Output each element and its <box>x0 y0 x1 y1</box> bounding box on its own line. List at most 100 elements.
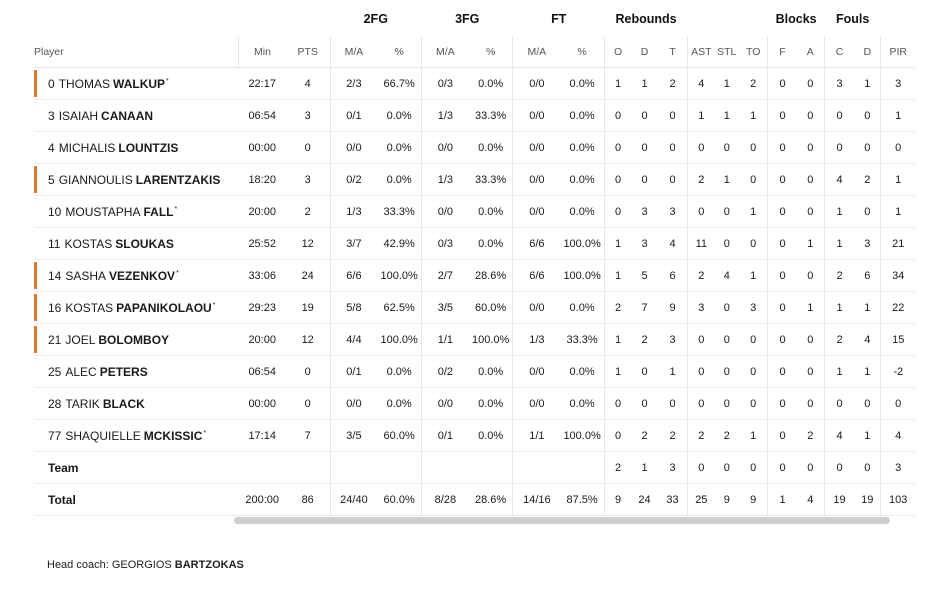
player-cell[interactable]: 0 THOMAS WALKUP* <box>34 67 239 100</box>
stat-o: 2 <box>603 451 632 484</box>
player-first-name: ISAIAH <box>58 108 99 123</box>
stat-o: 1 <box>603 355 632 388</box>
stat-ftp: 0.0% <box>560 67 605 100</box>
player-first-name: JOEL <box>65 332 96 347</box>
column-header-row: Player Min PTS M/A % M/A % M/A % O D T A… <box>34 37 915 68</box>
stat-fd: 1 <box>854 67 881 100</box>
stat-to: 3 <box>739 291 768 324</box>
stat-o: 0 <box>603 387 632 420</box>
stat-to: 0 <box>739 227 768 260</box>
stat-stl: 0 <box>714 131 740 164</box>
player-last-name: VEZENKOV <box>109 268 176 283</box>
stat-d: 0 <box>631 99 658 132</box>
stat-fd: 0 <box>854 451 881 484</box>
stat-fc: 0 <box>823 387 855 420</box>
player-cell[interactable]: 28 TARIK BLACK <box>34 387 239 420</box>
stat-min: 00:00 <box>238 387 286 420</box>
starter-marker <box>34 326 37 353</box>
stat-fg2 <box>329 451 378 484</box>
stat-ba: 1 <box>796 227 825 260</box>
player-cell[interactable]: 14 SASHA VEZENKOV* <box>34 259 239 292</box>
stat-fc: 4 <box>823 419 855 452</box>
player-cell[interactable]: 3 ISAIAH CANAAN <box>34 99 239 132</box>
stat-pts: 2 <box>285 195 331 228</box>
stat-t: 4 <box>657 227 688 260</box>
player-last-name: SLOUKAS <box>115 236 174 251</box>
stat-o: 0 <box>603 131 632 164</box>
stat-stl: 0 <box>714 291 740 324</box>
stat-fg3: 1/1 <box>420 323 469 356</box>
stat-ftp: 0.0% <box>560 387 605 420</box>
stat-pts: 12 <box>285 323 331 356</box>
stat-ft: 0/0 <box>512 67 561 100</box>
player-cell[interactable]: 21 JOEL BOLOMBOY <box>34 323 239 356</box>
group-ft: FT <box>551 11 567 26</box>
stat-ba: 2 <box>796 419 825 452</box>
player-star-marker: * <box>176 269 179 277</box>
player-first-name: TARIK <box>65 396 100 411</box>
player-last-name: WALKUP <box>113 76 166 91</box>
col-pir: PIR <box>880 37 915 68</box>
stat-fg2p: 100.0% <box>377 259 422 292</box>
stat-bf: 0 <box>767 195 797 228</box>
stat-pir: 21 <box>880 227 915 260</box>
stat-pir: 34 <box>880 259 915 292</box>
stat-ast: 25 <box>687 483 715 516</box>
col-ft-ma: M/A <box>512 37 561 68</box>
starter-marker <box>34 262 37 289</box>
stat-fg2: 5/8 <box>329 291 378 324</box>
stat-ast: 0 <box>687 323 715 356</box>
col-blk-a: A <box>796 37 825 68</box>
stat-ftp: 100.0% <box>560 227 605 260</box>
player-cell[interactable]: 16 KOSTAS PAPANIKOLAOU* <box>34 291 239 324</box>
stat-t: 3 <box>657 451 688 484</box>
player-row: 28 TARIK BLACK 00:00 0 0/0 0.0% 0/0 0.0% 0/0 0.0% 0… <box>34 387 915 420</box>
stat-stl: 0 <box>714 355 740 388</box>
stat-d: 1 <box>631 67 658 100</box>
stat-ba: 0 <box>796 67 825 100</box>
stat-ba: 1 <box>796 291 825 324</box>
player-first-name: MICHALIS <box>58 140 116 155</box>
stat-pts: 4 <box>285 67 331 100</box>
group-3fg: 3FG <box>455 11 480 26</box>
col-foul-c: C <box>823 37 855 68</box>
col-ast: AST <box>687 37 715 68</box>
player-cell[interactable]: 5 GIANNOULIS LARENTZAKIS <box>34 163 239 196</box>
group-2fg: 2FG <box>363 11 388 26</box>
stat-t: 6 <box>657 259 688 292</box>
stat-to: 0 <box>739 387 768 420</box>
starter-marker <box>34 70 37 97</box>
stat-d: 3 <box>631 195 658 228</box>
player-cell[interactable]: 10 MOUSTAPHA FALL* <box>34 195 239 228</box>
stat-pts: 12 <box>285 227 331 260</box>
col-3fg-ma: M/A <box>420 37 469 68</box>
stat-pts: 19 <box>285 291 331 324</box>
player-first-name: ALEC <box>65 364 97 379</box>
stat-fg3: 2/7 <box>420 259 469 292</box>
stat-fg3: 0/0 <box>420 387 469 420</box>
stat-ba: 0 <box>796 163 825 196</box>
stat-ba: 0 <box>796 323 825 356</box>
horizontal-scrollbar-thumb[interactable] <box>234 517 890 524</box>
stat-ftp: 33.3% <box>560 323 605 356</box>
player-cell[interactable]: 77 SHAQUIELLE MCKISSIC* <box>34 419 239 452</box>
stat-fg2p: 0.0% <box>377 163 422 196</box>
stat-ftp: 0.0% <box>560 99 605 132</box>
stat-stl: 0 <box>714 387 740 420</box>
player-row: 0 THOMAS WALKUP* 22:17 4 2/3 66.7% 0/3 0.0% 0/0 0.… <box>34 67 915 100</box>
boxscore-container: 2FG 3FG FT Rebounds Blocks Fouls Player … <box>34 0 918 516</box>
player-cell[interactable]: 11 KOSTAS SLOUKAS <box>34 227 239 260</box>
player-cell[interactable]: 25 ALEC PETERS <box>34 355 239 388</box>
stat-fd: 0 <box>854 195 881 228</box>
stat-pir: 3 <box>880 451 915 484</box>
stat-ft: 0/0 <box>512 131 561 164</box>
stat-fd: 0 <box>854 99 881 132</box>
stat-to: 0 <box>739 451 768 484</box>
player-row: 10 MOUSTAPHA FALL* 20:00 2 1/3 33.3% 0/0 0.0% 0/0… <box>34 195 915 228</box>
stat-fd: 1 <box>854 355 881 388</box>
stat-pts: 86 <box>285 483 331 516</box>
player-cell[interactable]: 4 MICHALIS LOUNTZIS <box>34 131 239 164</box>
stat-ft: 0/0 <box>512 355 561 388</box>
stat-fg3p: 100.0% <box>468 323 513 356</box>
stat-ft <box>512 451 561 484</box>
